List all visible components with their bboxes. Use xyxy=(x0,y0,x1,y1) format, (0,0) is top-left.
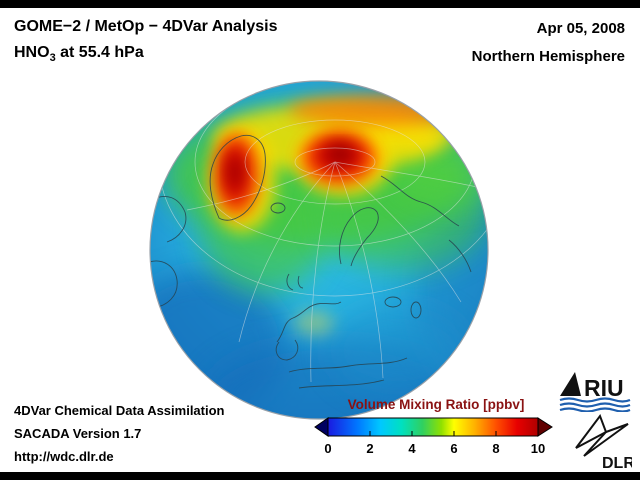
date-label: Apr 05, 2008 xyxy=(536,20,625,37)
plot-title: GOME−2 / MetOp − 4DVar Analysis xyxy=(14,18,278,35)
colorbar-tick-label: 0 xyxy=(324,441,332,456)
species-subscript: 3 xyxy=(49,52,56,64)
hemisphere-label: Northern Hemisphere xyxy=(471,48,625,65)
colorbar-title: Volume Mixing Ratio [ppbv] xyxy=(347,397,525,412)
colorbar-arrow-right xyxy=(537,417,553,437)
plot-subtitle-species: HNO3 at 55.4 hPa xyxy=(14,44,144,64)
colorbar-gradient-bar xyxy=(327,417,539,437)
colorbar-tick-label: 2 xyxy=(366,441,374,456)
credit-line-url: http://wdc.dlr.de xyxy=(14,449,114,464)
riu-logo: RIU xyxy=(558,370,634,417)
riu-logo-text: RIU xyxy=(584,375,624,401)
globe-map xyxy=(149,80,489,420)
colorbar-tick-marks xyxy=(369,431,497,436)
colorbar-tick-label: 6 xyxy=(450,441,458,456)
colorbar-tick-label: 4 xyxy=(408,441,416,456)
colorbar-arrow-left xyxy=(314,417,329,437)
colorbar-tick-label: 8 xyxy=(492,441,500,456)
species-suffix: at 55.4 hPa xyxy=(55,44,144,61)
coastlines xyxy=(150,134,472,389)
dlr-logo-icon: DLR xyxy=(575,413,635,472)
riu-logo-icon: RIU xyxy=(559,372,631,413)
letterbox-bottom xyxy=(0,472,640,480)
colorbar-scale xyxy=(314,417,553,437)
letterbox-top xyxy=(0,0,640,8)
credit-line-version: SACADA Version 1.7 xyxy=(14,426,142,441)
dlr-logo: DLR xyxy=(568,412,635,475)
colorbar-tick-label: 10 xyxy=(530,441,546,456)
dlr-logo-text: DLR xyxy=(602,455,632,470)
globe-limb xyxy=(149,80,489,420)
globe-svg xyxy=(149,80,489,420)
credit-line-assimilation: 4DVar Chemical Data Assimilation xyxy=(14,403,225,418)
colorbar: Volume Mixing Ratio [ppbv] 0 2 4 6 8 10 xyxy=(314,397,558,463)
species-prefix: HNO xyxy=(14,44,50,61)
